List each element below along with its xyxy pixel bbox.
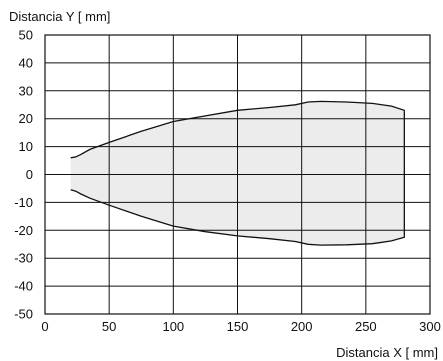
x-tick-label: 150 [227,319,249,334]
x-tick-label: 300 [419,319,441,334]
plot-frame [44,34,431,315]
y-tick-label: 10 [19,139,33,154]
tick-labels: 0 50 100 150 200 250 30050403020100-10-20-30-4… [14,28,441,335]
x-axis-label: Distancia X [ mm] [336,345,438,360]
upper-boundary-line [70,100,405,159]
y-tick-label: 40 [19,55,33,70]
y-tick-label: 50 [19,28,33,43]
x-tick-label: 50 [102,319,116,334]
y-tick-label: -10 [14,195,33,210]
y-tick-label: -50 [14,307,33,322]
lower-boundary-line [70,189,405,246]
x-tick-label: 0 [41,319,48,334]
y-tick-label: 20 [19,111,33,126]
y-tick-label: 30 [19,83,33,98]
x-tick-label: 100 [162,319,184,334]
x-tick-label: 250 [355,319,377,334]
y-tick-label: -30 [14,251,33,266]
x-tick-label: 200 [291,319,313,334]
y-axis-label: Distancia Y [ mm] [9,9,110,24]
y-tick-label: -20 [14,223,33,238]
y-tick-label: 0 [26,167,33,182]
y-tick-label: -40 [14,279,33,294]
